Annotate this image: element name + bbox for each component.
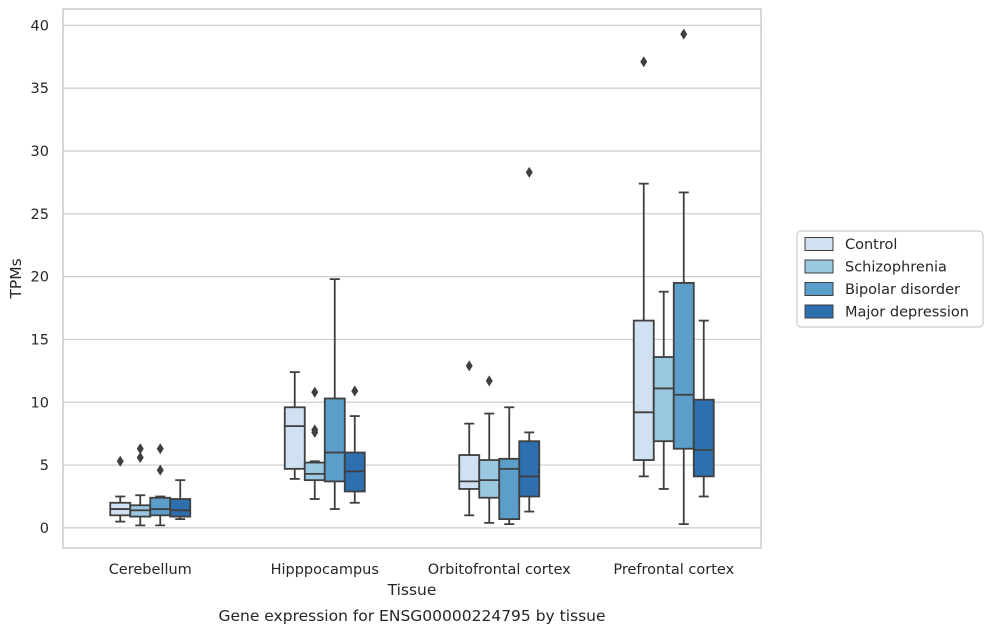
outlier-point xyxy=(680,28,688,40)
outlier-point xyxy=(485,375,493,387)
box-schizophrenia xyxy=(303,386,326,500)
y-tick-label: 40 xyxy=(31,18,49,34)
x-tick-label: Orbitofrontal cortex xyxy=(428,562,571,578)
box-iqr xyxy=(498,457,521,521)
chart-caption: Gene expression for ENSG00000224795 by t… xyxy=(218,607,605,625)
legend-swatch xyxy=(804,259,834,274)
y-tick-label: 20 xyxy=(31,270,49,286)
outlier-point xyxy=(311,386,319,398)
y-tick-labels: 0 5 10 15 20 25 30 35 40 xyxy=(31,18,49,537)
box-iqr xyxy=(478,459,501,499)
box-bipolar-disorder xyxy=(672,28,695,526)
box-schizophrenia xyxy=(652,290,675,490)
outlier-point xyxy=(351,385,359,397)
box-schizophrenia xyxy=(129,443,152,527)
box-major-depression xyxy=(518,166,541,513)
x-tick-label: Prefrontal cortex xyxy=(613,562,734,578)
y-tick-label: 5 xyxy=(40,458,49,474)
x-tick-label: Hipppocampus xyxy=(271,562,379,578)
box-control xyxy=(458,360,481,517)
box-iqr xyxy=(692,398,715,478)
x-tick-labels: Cerebellum Hipppocampus Orbitofrontal cort… xyxy=(109,562,735,578)
legend-label: Bipolar disorder xyxy=(845,282,960,298)
outlier-point xyxy=(156,464,164,476)
box-iqr xyxy=(652,356,675,443)
box-iqr xyxy=(149,496,172,517)
legend-swatch xyxy=(804,282,834,296)
outlier-point xyxy=(136,443,144,455)
legend-swatch xyxy=(804,304,834,319)
x-axis-label: Tissue xyxy=(387,581,437,599)
outlier-point xyxy=(465,360,473,372)
box-control xyxy=(632,56,655,478)
box-bipolar-disorder xyxy=(323,278,346,510)
box-iqr xyxy=(323,397,346,483)
box-major-depression xyxy=(169,479,192,521)
legend-label: Control xyxy=(845,237,897,253)
box-iqr xyxy=(672,281,695,450)
box-major-depression xyxy=(692,319,715,498)
outlier-point xyxy=(311,424,319,436)
box-control xyxy=(109,455,132,523)
y-tick-label: 25 xyxy=(31,207,49,223)
box-iqr xyxy=(518,440,541,498)
box-iqr xyxy=(283,406,306,470)
y-tick-label: 0 xyxy=(40,521,49,537)
y-tick-label: 30 xyxy=(31,144,49,160)
box-groups xyxy=(109,28,715,527)
box-iqr xyxy=(169,498,192,518)
outlier-point xyxy=(156,443,164,455)
outlier-point xyxy=(525,166,533,178)
x-tick-label: Cerebellum xyxy=(109,562,192,578)
y-tick-label: 10 xyxy=(31,395,49,411)
box-schizophrenia xyxy=(478,375,501,524)
box-control xyxy=(283,371,306,480)
outlier-point xyxy=(116,455,124,467)
box-bipolar-disorder xyxy=(498,406,521,526)
plot-frame xyxy=(62,8,762,549)
box-bipolar-disorder xyxy=(149,443,172,527)
y-gridlines xyxy=(63,24,761,529)
legend-label: Major depression xyxy=(845,305,969,321)
outlier-point xyxy=(640,56,648,68)
legend-frame xyxy=(796,230,984,328)
legend-swatch xyxy=(804,237,834,251)
legend: Control Schizophrenia Bipolar disorder Majo… xyxy=(796,230,984,328)
y-tick-label: 15 xyxy=(31,332,49,348)
box-iqr xyxy=(458,454,481,490)
box-iqr xyxy=(632,319,655,461)
box-major-depression xyxy=(343,385,366,504)
y-axis-label: TPMs xyxy=(7,258,25,299)
box-iqr xyxy=(303,461,326,482)
legend-label: Schizophrenia xyxy=(845,260,947,276)
outlier-point xyxy=(136,452,144,464)
y-tick-label: 35 xyxy=(31,81,49,97)
